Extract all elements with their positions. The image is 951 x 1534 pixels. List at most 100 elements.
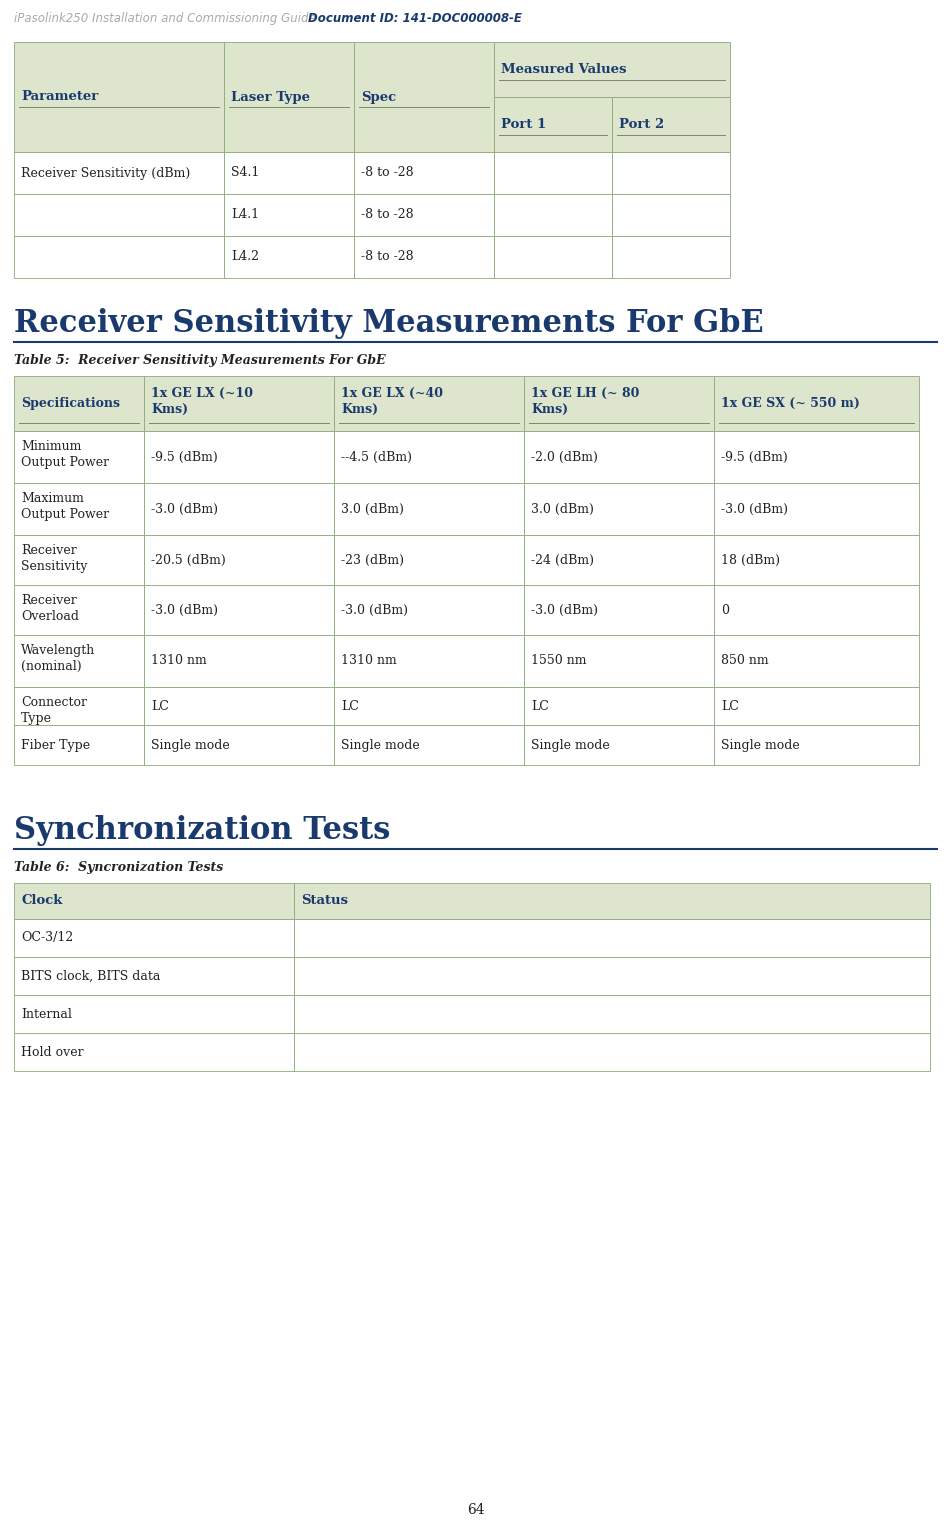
Bar <box>294 996 930 1032</box>
Text: Output Power: Output Power <box>21 456 109 469</box>
Bar <box>612 97 730 152</box>
Bar <box>714 726 919 765</box>
Bar <box>144 376 334 431</box>
Bar <box>714 483 919 535</box>
Text: Receiver: Receiver <box>21 545 77 557</box>
Text: Kms): Kms) <box>151 403 188 416</box>
Bar <box>334 483 524 535</box>
Text: 850 nm: 850 nm <box>721 655 768 667</box>
Text: Receiver Sensitivity (dBm): Receiver Sensitivity (dBm) <box>21 167 190 179</box>
Text: 1310 nm: 1310 nm <box>341 655 397 667</box>
Bar <box>334 535 524 584</box>
Text: 3.0 (dBm): 3.0 (dBm) <box>531 503 593 515</box>
Bar <box>14 884 294 919</box>
Text: 1x GE LX (~10: 1x GE LX (~10 <box>151 387 253 400</box>
Text: OC-3/12: OC-3/12 <box>21 931 73 945</box>
Bar <box>294 919 930 957</box>
Bar <box>334 635 524 687</box>
Bar <box>294 957 930 996</box>
Text: Port 1: Port 1 <box>501 118 546 130</box>
Bar <box>14 635 144 687</box>
Text: 3.0 (dBm): 3.0 (dBm) <box>341 503 404 515</box>
Bar <box>334 584 524 635</box>
Bar <box>714 431 919 483</box>
Bar <box>14 431 144 483</box>
Text: -8 to -28: -8 to -28 <box>361 209 414 221</box>
Text: Maximum: Maximum <box>21 492 84 505</box>
Bar <box>144 687 334 726</box>
Bar <box>14 535 144 584</box>
Bar <box>334 376 524 431</box>
Bar <box>612 193 730 236</box>
Text: L4.1: L4.1 <box>231 209 259 221</box>
Text: Single mode: Single mode <box>151 738 230 752</box>
Text: Synchronization Tests: Synchronization Tests <box>14 815 390 845</box>
Bar <box>524 376 714 431</box>
Bar <box>144 431 334 483</box>
Text: Spec: Spec <box>361 91 397 103</box>
Bar <box>224 152 354 193</box>
Bar <box>14 41 224 152</box>
Text: Kms): Kms) <box>531 403 568 416</box>
Text: -3.0 (dBm): -3.0 (dBm) <box>531 603 598 617</box>
Text: (nominal): (nominal) <box>21 660 82 673</box>
Text: LC: LC <box>341 700 359 712</box>
Text: Internal: Internal <box>21 1008 72 1020</box>
Text: Single mode: Single mode <box>721 738 800 752</box>
Bar <box>334 431 524 483</box>
Bar <box>14 152 224 193</box>
Bar <box>524 431 714 483</box>
Text: -3.0 (dBm): -3.0 (dBm) <box>151 603 218 617</box>
Text: -20.5 (dBm): -20.5 (dBm) <box>151 554 225 566</box>
Bar <box>144 635 334 687</box>
Bar <box>494 152 612 193</box>
Bar <box>14 726 144 765</box>
Bar <box>612 152 730 193</box>
Text: Sensitivity: Sensitivity <box>21 560 87 574</box>
Text: 1x GE LH (~ 80: 1x GE LH (~ 80 <box>531 387 639 400</box>
Text: LC: LC <box>721 700 739 712</box>
Text: L4.2: L4.2 <box>231 250 259 264</box>
Bar <box>714 376 919 431</box>
Bar <box>334 726 524 765</box>
Bar <box>494 193 612 236</box>
Bar <box>354 193 494 236</box>
Bar <box>224 236 354 278</box>
Text: -2.0 (dBm): -2.0 (dBm) <box>531 451 598 463</box>
Text: Receiver: Receiver <box>21 594 77 607</box>
Bar <box>224 41 354 152</box>
Text: Wavelength: Wavelength <box>21 644 95 657</box>
Bar <box>524 635 714 687</box>
Text: Kms): Kms) <box>341 403 378 416</box>
Text: Single mode: Single mode <box>531 738 610 752</box>
Bar <box>524 535 714 584</box>
Text: -24 (dBm): -24 (dBm) <box>531 554 594 566</box>
Text: BITS clock, BITS data: BITS clock, BITS data <box>21 969 161 982</box>
Bar <box>14 483 144 535</box>
Text: Measured Values: Measured Values <box>501 63 627 77</box>
Bar <box>294 1032 930 1071</box>
Bar <box>494 236 612 278</box>
Text: 18 (dBm): 18 (dBm) <box>721 554 780 566</box>
Text: Clock: Clock <box>21 894 63 908</box>
Text: -3.0 (dBm): -3.0 (dBm) <box>721 503 788 515</box>
Text: -9.5 (dBm): -9.5 (dBm) <box>151 451 218 463</box>
Text: -9.5 (dBm): -9.5 (dBm) <box>721 451 787 463</box>
Text: Parameter: Parameter <box>21 91 98 103</box>
Bar <box>144 584 334 635</box>
Bar <box>354 152 494 193</box>
Bar <box>14 236 224 278</box>
Bar <box>14 1032 294 1071</box>
Text: Hold over: Hold over <box>21 1046 84 1058</box>
Bar <box>612 236 730 278</box>
Text: 1550 nm: 1550 nm <box>531 655 587 667</box>
Bar <box>334 687 524 726</box>
Text: Receiver Sensitivity Measurements For GbE: Receiver Sensitivity Measurements For Gb… <box>14 308 764 339</box>
Bar <box>714 535 919 584</box>
Text: LC: LC <box>531 700 549 712</box>
Text: Minimum: Minimum <box>21 440 82 453</box>
Bar <box>714 635 919 687</box>
Text: -3.0 (dBm): -3.0 (dBm) <box>151 503 218 515</box>
Text: Type: Type <box>21 712 52 726</box>
Bar <box>224 193 354 236</box>
